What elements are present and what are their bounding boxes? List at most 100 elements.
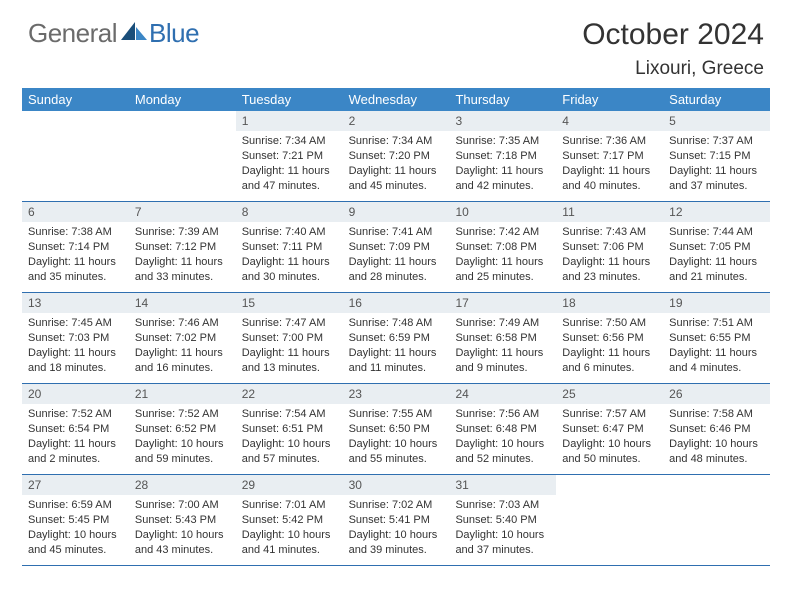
daylight-text: Daylight: 11 hours and 33 minutes.: [135, 255, 230, 285]
day-cell: 22Sunrise: 7:54 AMSunset: 6:51 PMDayligh…: [236, 384, 343, 474]
sunset-text: Sunset: 7:21 PM: [242, 149, 337, 164]
day-number: 12: [663, 202, 770, 222]
day-number: 30: [343, 475, 450, 495]
daylight-text: Daylight: 11 hours and 13 minutes.: [242, 346, 337, 376]
day-cell: 3Sunrise: 7:35 AMSunset: 7:18 PMDaylight…: [449, 111, 556, 201]
sunset-text: Sunset: 7:08 PM: [455, 240, 550, 255]
daylight-text: Daylight: 11 hours and 2 minutes.: [28, 437, 123, 467]
day-content: Sunrise: 7:57 AMSunset: 6:47 PMDaylight:…: [556, 404, 663, 472]
daylight-text: Daylight: 11 hours and 11 minutes.: [349, 346, 444, 376]
daylight-text: Daylight: 10 hours and 45 minutes.: [28, 528, 123, 558]
sunrise-text: Sunrise: 7:49 AM: [455, 316, 550, 331]
daylight-text: Daylight: 11 hours and 47 minutes.: [242, 164, 337, 194]
day-content: Sunrise: 7:03 AMSunset: 5:40 PMDaylight:…: [449, 495, 556, 563]
empty-cell: [22, 111, 129, 201]
sunset-text: Sunset: 6:58 PM: [455, 331, 550, 346]
day-content: Sunrise: 7:41 AMSunset: 7:09 PMDaylight:…: [343, 222, 450, 290]
day-cell: 11Sunrise: 7:43 AMSunset: 7:06 PMDayligh…: [556, 202, 663, 292]
day-content: Sunrise: 7:52 AMSunset: 6:52 PMDaylight:…: [129, 404, 236, 472]
day-number: 10: [449, 202, 556, 222]
page-header: General Blue October 2024 Lixouri, Greec…: [0, 0, 792, 88]
day-content: Sunrise: 7:51 AMSunset: 6:55 PMDaylight:…: [663, 313, 770, 381]
logo: General Blue: [28, 18, 199, 49]
sunrise-text: Sunrise: 7:47 AM: [242, 316, 337, 331]
day-number: 16: [343, 293, 450, 313]
dow-cell: Thursday: [449, 88, 556, 111]
sunset-text: Sunset: 5:45 PM: [28, 513, 123, 528]
daylight-text: Daylight: 10 hours and 59 minutes.: [135, 437, 230, 467]
sunrise-text: Sunrise: 7:46 AM: [135, 316, 230, 331]
sunset-text: Sunset: 7:00 PM: [242, 331, 337, 346]
day-of-week-row: SundayMondayTuesdayWednesdayThursdayFrid…: [22, 88, 770, 111]
day-cell: 6Sunrise: 7:38 AMSunset: 7:14 PMDaylight…: [22, 202, 129, 292]
day-number: 29: [236, 475, 343, 495]
sunrise-text: Sunrise: 7:44 AM: [669, 225, 764, 240]
day-number: 23: [343, 384, 450, 404]
day-content: Sunrise: 7:37 AMSunset: 7:15 PMDaylight:…: [663, 131, 770, 199]
sunset-text: Sunset: 7:18 PM: [455, 149, 550, 164]
day-number: 3: [449, 111, 556, 131]
day-content: Sunrise: 7:36 AMSunset: 7:17 PMDaylight:…: [556, 131, 663, 199]
day-number: 31: [449, 475, 556, 495]
day-content: Sunrise: 7:58 AMSunset: 6:46 PMDaylight:…: [663, 404, 770, 472]
dow-cell: Saturday: [663, 88, 770, 111]
sunset-text: Sunset: 6:56 PM: [562, 331, 657, 346]
daylight-text: Daylight: 11 hours and 40 minutes.: [562, 164, 657, 194]
day-content: Sunrise: 7:45 AMSunset: 7:03 PMDaylight:…: [22, 313, 129, 381]
day-cell: 19Sunrise: 7:51 AMSunset: 6:55 PMDayligh…: [663, 293, 770, 383]
day-cell: 31Sunrise: 7:03 AMSunset: 5:40 PMDayligh…: [449, 475, 556, 565]
daylight-text: Daylight: 11 hours and 42 minutes.: [455, 164, 550, 194]
sunrise-text: Sunrise: 7:41 AM: [349, 225, 444, 240]
daylight-text: Daylight: 10 hours and 43 minutes.: [135, 528, 230, 558]
day-content: Sunrise: 7:54 AMSunset: 6:51 PMDaylight:…: [236, 404, 343, 472]
day-content: Sunrise: 7:34 AMSunset: 7:20 PMDaylight:…: [343, 131, 450, 199]
day-cell: 27Sunrise: 6:59 AMSunset: 5:45 PMDayligh…: [22, 475, 129, 565]
sunrise-text: Sunrise: 7:48 AM: [349, 316, 444, 331]
day-number: 1: [236, 111, 343, 131]
sunset-text: Sunset: 5:42 PM: [242, 513, 337, 528]
daylight-text: Daylight: 11 hours and 45 minutes.: [349, 164, 444, 194]
day-number: 19: [663, 293, 770, 313]
day-content: Sunrise: 7:42 AMSunset: 7:08 PMDaylight:…: [449, 222, 556, 290]
sunset-text: Sunset: 7:06 PM: [562, 240, 657, 255]
sunrise-text: Sunrise: 7:54 AM: [242, 407, 337, 422]
sunset-text: Sunset: 6:50 PM: [349, 422, 444, 437]
day-cell: 15Sunrise: 7:47 AMSunset: 7:00 PMDayligh…: [236, 293, 343, 383]
week-row: 1Sunrise: 7:34 AMSunset: 7:21 PMDaylight…: [22, 111, 770, 202]
day-cell: 4Sunrise: 7:36 AMSunset: 7:17 PMDaylight…: [556, 111, 663, 201]
sunset-text: Sunset: 6:47 PM: [562, 422, 657, 437]
day-cell: 26Sunrise: 7:58 AMSunset: 6:46 PMDayligh…: [663, 384, 770, 474]
sunrise-text: Sunrise: 7:40 AM: [242, 225, 337, 240]
day-cell: 30Sunrise: 7:02 AMSunset: 5:41 PMDayligh…: [343, 475, 450, 565]
day-content: Sunrise: 7:34 AMSunset: 7:21 PMDaylight:…: [236, 131, 343, 199]
sunset-text: Sunset: 7:02 PM: [135, 331, 230, 346]
daylight-text: Daylight: 11 hours and 16 minutes.: [135, 346, 230, 376]
day-number: 14: [129, 293, 236, 313]
day-content: Sunrise: 7:55 AMSunset: 6:50 PMDaylight:…: [343, 404, 450, 472]
sunrise-text: Sunrise: 7:37 AM: [669, 134, 764, 149]
daylight-text: Daylight: 11 hours and 23 minutes.: [562, 255, 657, 285]
day-content: Sunrise: 7:50 AMSunset: 6:56 PMDaylight:…: [556, 313, 663, 381]
day-number: 2: [343, 111, 450, 131]
day-cell: 13Sunrise: 7:45 AMSunset: 7:03 PMDayligh…: [22, 293, 129, 383]
day-content: Sunrise: 7:47 AMSunset: 7:00 PMDaylight:…: [236, 313, 343, 381]
day-content: Sunrise: 7:40 AMSunset: 7:11 PMDaylight:…: [236, 222, 343, 290]
sunset-text: Sunset: 6:52 PM: [135, 422, 230, 437]
sunrise-text: Sunrise: 7:43 AM: [562, 225, 657, 240]
sunrise-text: Sunrise: 7:56 AM: [455, 407, 550, 422]
sunrise-text: Sunrise: 7:34 AM: [242, 134, 337, 149]
sunrise-text: Sunrise: 7:52 AM: [28, 407, 123, 422]
sunrise-text: Sunrise: 7:36 AM: [562, 134, 657, 149]
daylight-text: Daylight: 11 hours and 4 minutes.: [669, 346, 764, 376]
daylight-text: Daylight: 11 hours and 28 minutes.: [349, 255, 444, 285]
day-cell: 29Sunrise: 7:01 AMSunset: 5:42 PMDayligh…: [236, 475, 343, 565]
day-content: Sunrise: 7:46 AMSunset: 7:02 PMDaylight:…: [129, 313, 236, 381]
day-number: 8: [236, 202, 343, 222]
day-content: Sunrise: 7:02 AMSunset: 5:41 PMDaylight:…: [343, 495, 450, 563]
daylight-text: Daylight: 10 hours and 48 minutes.: [669, 437, 764, 467]
day-content: Sunrise: 7:00 AMSunset: 5:43 PMDaylight:…: [129, 495, 236, 563]
day-cell: 24Sunrise: 7:56 AMSunset: 6:48 PMDayligh…: [449, 384, 556, 474]
location: Lixouri, Greece: [582, 58, 764, 80]
sunset-text: Sunset: 6:59 PM: [349, 331, 444, 346]
day-content: Sunrise: 7:39 AMSunset: 7:12 PMDaylight:…: [129, 222, 236, 290]
